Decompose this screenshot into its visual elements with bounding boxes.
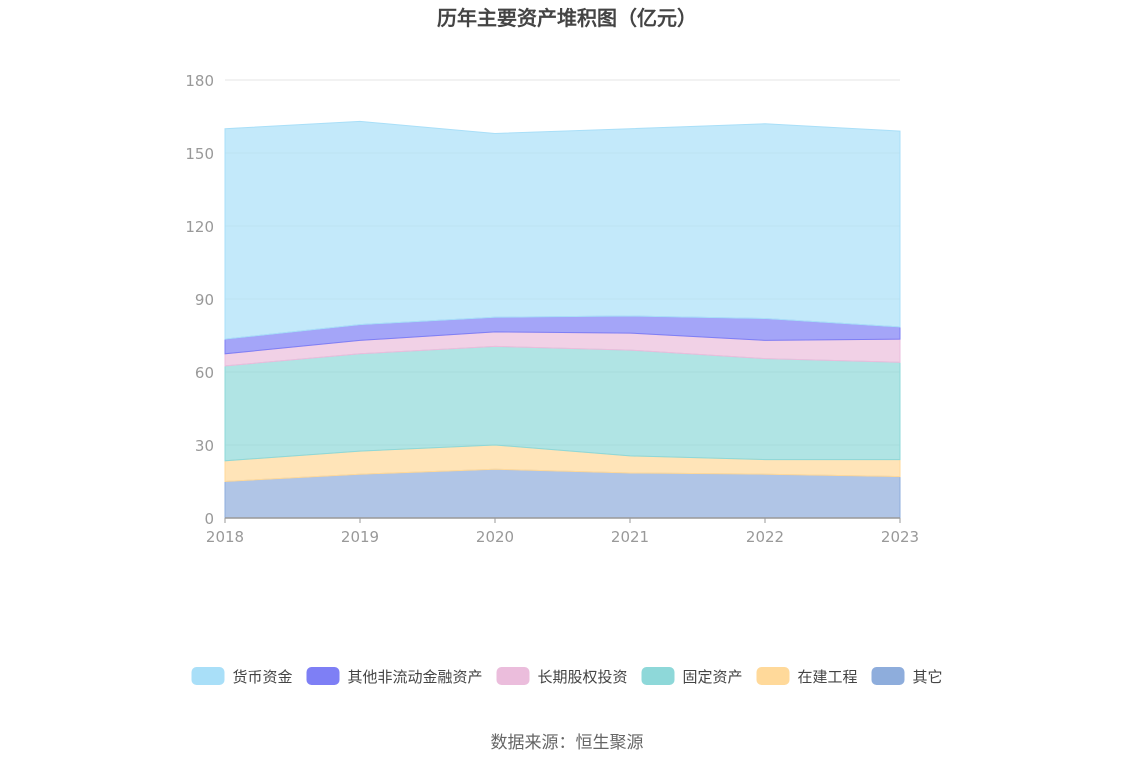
legend-item[interactable]: 其他非流动金融资产 bbox=[306, 667, 483, 686]
x-tick-label: 2021 bbox=[611, 528, 649, 546]
legend-swatch bbox=[306, 667, 340, 685]
legend-item[interactable]: 货币资金 bbox=[191, 667, 293, 686]
legend-label: 货币资金 bbox=[233, 668, 293, 686]
area-series-group bbox=[224, 120, 901, 519]
x-tick-label: 2019 bbox=[341, 528, 379, 546]
legend-label: 其他非流动金融资产 bbox=[348, 668, 483, 686]
x-tick-label: 2018 bbox=[206, 528, 244, 546]
y-tick-label: 60 bbox=[195, 364, 214, 382]
legend-item[interactable]: 在建工程 bbox=[756, 667, 858, 686]
y-tick-label: 0 bbox=[204, 510, 214, 528]
area-series-0 bbox=[224, 468, 901, 519]
legend-swatch bbox=[871, 667, 905, 685]
area-series-2 bbox=[224, 345, 901, 462]
x-tick-label: 2020 bbox=[476, 528, 514, 546]
y-tick-label: 120 bbox=[185, 218, 214, 236]
y-tick-label: 150 bbox=[185, 145, 214, 163]
legend: 货币资金 其他非流动金融资产 长期股权投资 固定资产 在建工程 其它 bbox=[191, 667, 943, 686]
legend-label: 在建工程 bbox=[798, 668, 858, 686]
legend-label: 长期股权投资 bbox=[538, 668, 628, 686]
y-tick-label: 180 bbox=[185, 72, 214, 90]
legend-item[interactable]: 固定资产 bbox=[641, 667, 743, 686]
legend-swatch bbox=[191, 667, 225, 685]
y-tick-label: 30 bbox=[195, 437, 214, 455]
chart-title: 历年主要资产堆积图（亿元） bbox=[437, 6, 697, 30]
legend-item[interactable]: 其它 bbox=[871, 667, 943, 686]
legend-label: 其它 bbox=[913, 668, 943, 686]
x-tick-label: 2022 bbox=[746, 528, 784, 546]
legend-swatch bbox=[756, 667, 790, 685]
y-tick-label: 90 bbox=[195, 291, 214, 309]
axes: 0 30 60 90 120 150 180 2018 2019 2020 2021 2022 2023 bbox=[185, 72, 919, 546]
legend-item[interactable]: 长期股权投资 bbox=[496, 667, 628, 686]
legend-swatch bbox=[496, 667, 530, 685]
data-source-note: 数据来源：恒生聚源 bbox=[491, 733, 644, 753]
area-series-5 bbox=[224, 120, 901, 340]
legend-swatch bbox=[641, 667, 675, 685]
legend-label: 固定资产 bbox=[683, 668, 743, 686]
x-tick-label: 2023 bbox=[881, 528, 919, 546]
